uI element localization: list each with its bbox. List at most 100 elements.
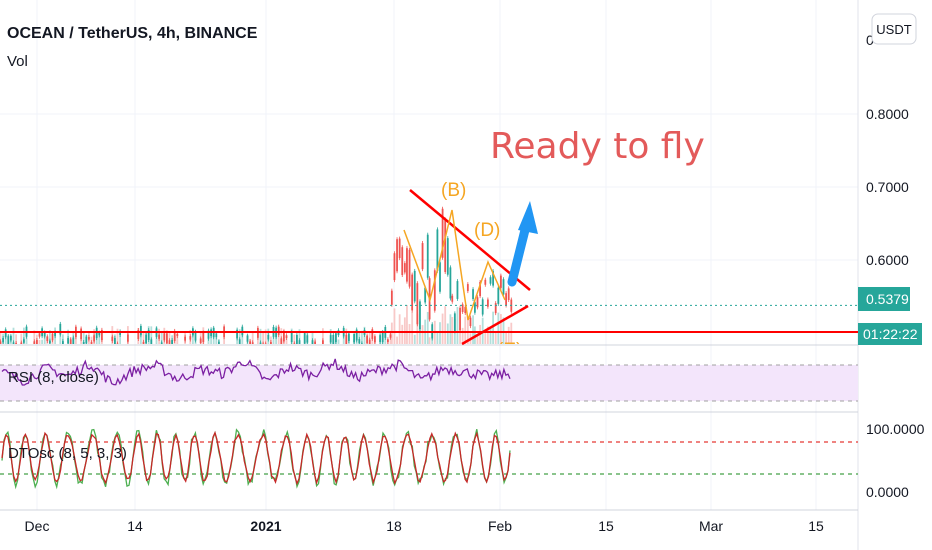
candle-body [137, 329, 140, 340]
volume-bar [311, 330, 314, 344]
volume-bar [502, 317, 505, 344]
volume-bar [487, 326, 489, 344]
volume-bar [419, 327, 421, 344]
last-price-tag: 0.5379 [858, 287, 910, 311]
rsi-band [0, 365, 858, 401]
candle-body [355, 329, 358, 341]
candle-body [303, 333, 306, 344]
candle-body [98, 332, 101, 336]
candle-body [484, 279, 487, 285]
candle-body [184, 336, 186, 341]
candle-body [80, 328, 82, 340]
candle-body [72, 337, 75, 344]
candle-body [345, 334, 348, 344]
volume-bar [406, 305, 408, 344]
volume-bar [476, 335, 479, 344]
candle-body [43, 332, 46, 337]
candle-body [163, 333, 166, 341]
candle-body [246, 335, 249, 342]
wave-label-e: (E) [497, 340, 522, 361]
volume-bar [361, 330, 363, 344]
candle-body [476, 297, 479, 308]
wave-label-d: (D) [474, 220, 500, 241]
rsi-line [1, 358, 511, 386]
candle-body [249, 341, 251, 344]
volume-bar [403, 317, 406, 344]
annotation-text: Ready to fly [490, 126, 705, 167]
candle-body [505, 293, 507, 306]
candle-body [259, 342, 262, 344]
candle-body [487, 299, 489, 307]
candle-body [202, 332, 205, 343]
candle-body [0, 341, 2, 344]
candle-body [444, 219, 447, 273]
y-tick-partial: 0 [866, 32, 874, 48]
volume-bar [472, 315, 474, 344]
candle-body [381, 331, 384, 343]
x-axis: Dec 14 2021 18 Feb 15 Mar 15 [25, 518, 824, 534]
wave-label-e-clip: (E) [497, 340, 522, 361]
x-tick-label: 14 [127, 518, 143, 534]
candle-body [36, 339, 38, 344]
candle-body [426, 234, 429, 278]
volume-bar [12, 327, 15, 344]
volume-bar [507, 326, 510, 344]
candle-body [236, 329, 238, 339]
candle-body [456, 281, 459, 299]
x-tick-label: Dec [25, 518, 50, 534]
volume-bar [0, 332, 2, 344]
volume-bar [494, 332, 497, 344]
volume-bar [264, 329, 267, 344]
candle-body [464, 307, 467, 314]
currency-button[interactable]: USDT [871, 13, 917, 45]
candle-body [379, 335, 381, 342]
candle-body [449, 267, 452, 299]
volume-bar [464, 316, 467, 344]
volume-bar [20, 333, 23, 344]
volume-bar [150, 326, 153, 344]
candle-body [466, 284, 469, 292]
volume-bar [489, 328, 492, 344]
candle-body [374, 336, 376, 343]
volume-bar [223, 337, 225, 344]
candle-body [10, 335, 12, 341]
volume-bar [49, 330, 51, 344]
volume-bar [38, 339, 41, 344]
candle-body [46, 336, 49, 342]
candle-body [489, 277, 492, 284]
candle-body [439, 262, 441, 292]
candle-body [277, 326, 280, 336]
candle-body [494, 303, 497, 314]
volume-bar [451, 317, 454, 344]
volume-bar [119, 332, 121, 344]
volume-bar [280, 328, 283, 344]
volume-bar [98, 331, 101, 344]
volume-bar [441, 313, 444, 344]
candle-body [218, 341, 220, 344]
candle-body [461, 304, 464, 312]
candle-body [353, 333, 355, 343]
volume-bar [411, 311, 414, 344]
candle-body [241, 326, 244, 336]
candle-body [290, 332, 293, 343]
candle-body [311, 340, 314, 344]
volume-bar [259, 328, 262, 344]
volume-bar [390, 322, 393, 344]
volume-bar [33, 330, 36, 344]
volume-bar [396, 336, 398, 344]
candle-body [329, 335, 332, 343]
volume-bar [285, 337, 288, 344]
candle-body [7, 336, 10, 344]
volume-label: Vol [7, 53, 28, 70]
candle-body [88, 336, 90, 340]
candle-body [114, 338, 116, 344]
candle-body [446, 238, 449, 275]
candle-body [85, 336, 88, 344]
y-tick-label: 0.6000 [866, 252, 909, 268]
rsi-label: RSI (8, close) [8, 369, 99, 386]
volume-bar [168, 331, 171, 344]
candle-body [306, 335, 309, 343]
candle-body [387, 339, 389, 343]
candle-body [283, 331, 285, 342]
candle-body [189, 336, 192, 340]
